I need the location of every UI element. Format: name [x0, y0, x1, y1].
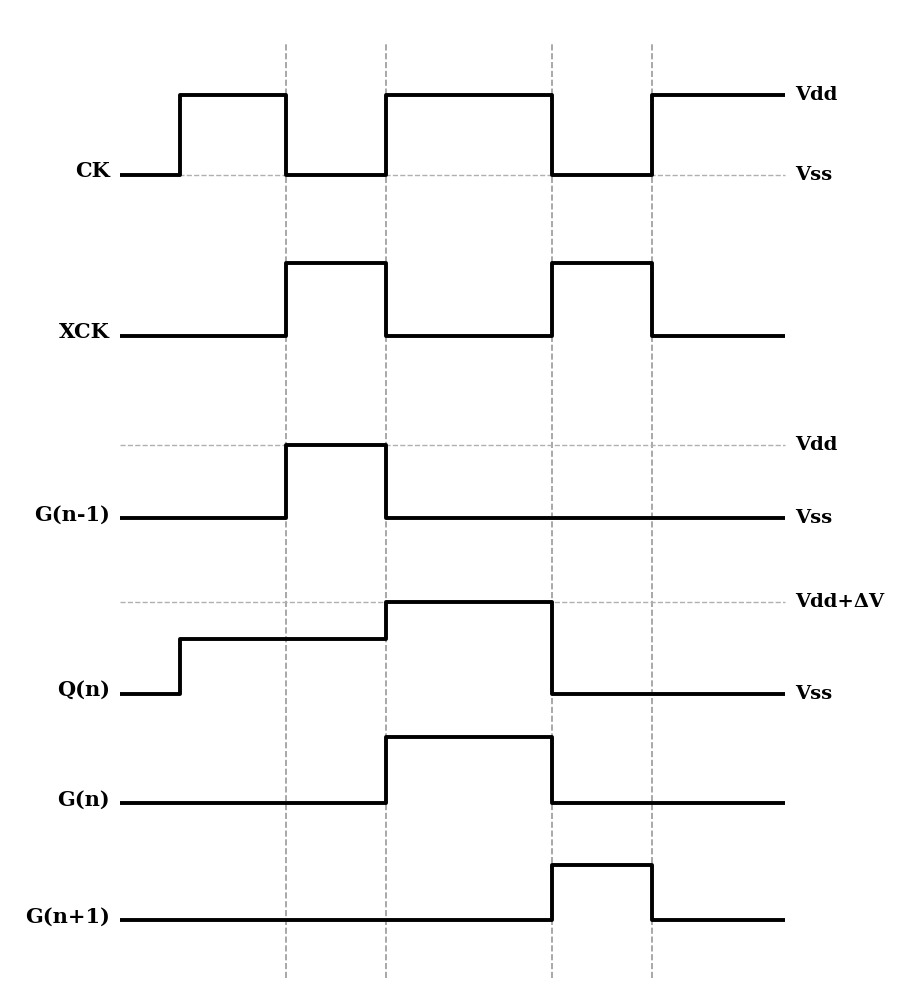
Text: Vdd+ΔV: Vdd+ΔV: [795, 593, 884, 611]
Text: G(n+1): G(n+1): [25, 906, 110, 926]
Text: G(n-1): G(n-1): [34, 505, 110, 525]
Text: XCK: XCK: [59, 322, 110, 342]
Text: G(n): G(n): [58, 789, 110, 809]
Text: Q(n): Q(n): [57, 680, 110, 700]
Text: Vdd: Vdd: [795, 436, 837, 454]
Text: CK: CK: [75, 161, 110, 181]
Text: Vss: Vss: [795, 166, 832, 184]
Text: Vss: Vss: [795, 509, 832, 527]
Text: Vdd: Vdd: [795, 86, 837, 104]
Text: Vss: Vss: [795, 685, 832, 703]
